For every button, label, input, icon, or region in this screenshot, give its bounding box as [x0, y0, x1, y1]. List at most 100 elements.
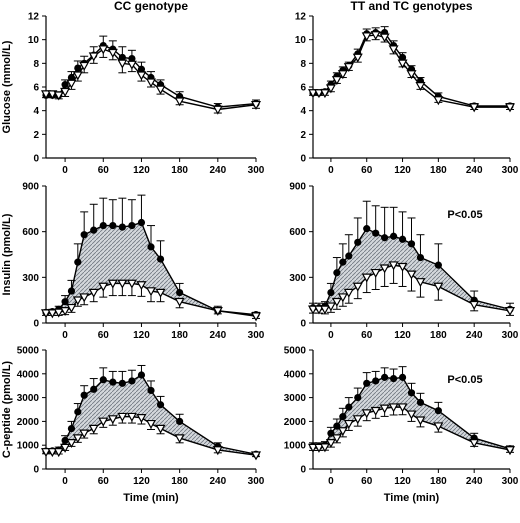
data-point — [99, 221, 107, 230]
y-tick-label: 6 — [33, 83, 39, 94]
data-point — [325, 302, 336, 312]
data-point — [307, 443, 319, 453]
data-point — [176, 417, 184, 425]
y-tick-label: 900 — [22, 182, 39, 193]
x-tick-label: 300 — [502, 330, 519, 341]
x-tick-label: 0 — [328, 476, 334, 487]
y-tick-label: 12 — [28, 12, 40, 23]
data-point — [136, 281, 147, 291]
data-point — [74, 64, 82, 72]
data-point — [370, 406, 381, 416]
x-tick-label: 180 — [171, 165, 188, 176]
data-point — [137, 218, 146, 227]
data-point — [155, 85, 166, 95]
data-point — [361, 32, 372, 42]
data-point — [99, 376, 107, 384]
y-tick-label: 1000 — [284, 441, 307, 452]
y-tick-label: 8 — [300, 59, 306, 70]
data-point — [88, 52, 99, 62]
data-point — [40, 448, 52, 458]
data-point — [67, 73, 76, 82]
data-point — [406, 270, 417, 280]
data-point — [339, 413, 347, 421]
data-point — [155, 288, 166, 298]
data-point — [67, 424, 76, 433]
data-point — [337, 70, 348, 80]
data-point — [397, 262, 408, 272]
data-point — [415, 416, 426, 426]
data-point — [66, 303, 77, 314]
data-point — [343, 419, 354, 430]
x-tick-label: 300 — [502, 476, 519, 487]
data-point — [319, 443, 330, 453]
data-point — [128, 55, 136, 63]
data-point — [67, 287, 76, 295]
data-point — [415, 278, 426, 288]
data-point — [388, 45, 399, 55]
data-point — [433, 96, 444, 106]
data-point — [90, 385, 98, 393]
data-point — [504, 103, 516, 113]
data-point — [397, 59, 408, 69]
data-point — [406, 70, 417, 80]
data-point — [343, 63, 354, 73]
data-point — [53, 448, 64, 458]
x-tick-label: 120 — [133, 330, 150, 341]
data-point — [174, 434, 185, 444]
y-tick-label: 10 — [28, 35, 40, 46]
x-axis-label: Time (min) — [384, 492, 440, 504]
data-point — [352, 415, 363, 425]
data-point — [174, 297, 185, 307]
x-tick-label: 240 — [466, 165, 483, 176]
data-point — [155, 424, 166, 434]
y-tick-label: 3000 — [17, 393, 40, 404]
x-tick-label: 300 — [502, 165, 519, 176]
data-point — [53, 91, 64, 101]
data-point — [406, 410, 417, 420]
y-tick-label: 0 — [300, 319, 306, 330]
data-point — [47, 309, 58, 319]
data-point — [363, 225, 371, 233]
x-tick-label: 240 — [466, 476, 483, 487]
x-tick-label: 120 — [133, 165, 150, 176]
data-point — [79, 61, 90, 71]
data-point — [504, 307, 516, 317]
x-tick-label: 60 — [361, 476, 373, 487]
data-point — [60, 443, 71, 453]
data-point — [370, 268, 381, 279]
data-point — [504, 446, 516, 456]
data-point — [407, 389, 416, 397]
data-point — [156, 255, 165, 263]
data-point — [354, 394, 362, 402]
data-point — [118, 53, 126, 62]
data-point — [388, 261, 399, 271]
data-point — [379, 264, 390, 274]
data-point — [398, 373, 407, 381]
data-point — [128, 221, 136, 230]
p-value-annotation: P<0.05 — [447, 374, 482, 386]
x-tick-label: 0 — [62, 165, 68, 176]
data-point — [174, 97, 185, 107]
data-point — [117, 59, 128, 69]
y-tick-label: 600 — [289, 227, 306, 238]
y-tick-label: 1000 — [17, 441, 40, 452]
y-tick-label: 2000 — [17, 417, 40, 428]
data-point — [331, 76, 342, 86]
data-point — [416, 253, 425, 262]
x-tick-label: 0 — [328, 330, 334, 341]
data-point — [74, 258, 82, 266]
data-point — [313, 443, 324, 453]
y-tick-label: 4 — [300, 106, 306, 117]
data-point — [80, 231, 88, 239]
data-point — [389, 232, 398, 240]
y-tick-label: 6 — [300, 83, 306, 94]
series-triangle — [40, 279, 262, 322]
y-tick-label: 8 — [33, 59, 39, 70]
y-tick-label: 5000 — [17, 346, 40, 357]
data-point — [118, 379, 126, 387]
data-point — [98, 417, 109, 427]
data-point — [307, 89, 319, 99]
data-point — [319, 305, 330, 315]
data-point — [61, 298, 69, 306]
data-point — [250, 312, 262, 322]
